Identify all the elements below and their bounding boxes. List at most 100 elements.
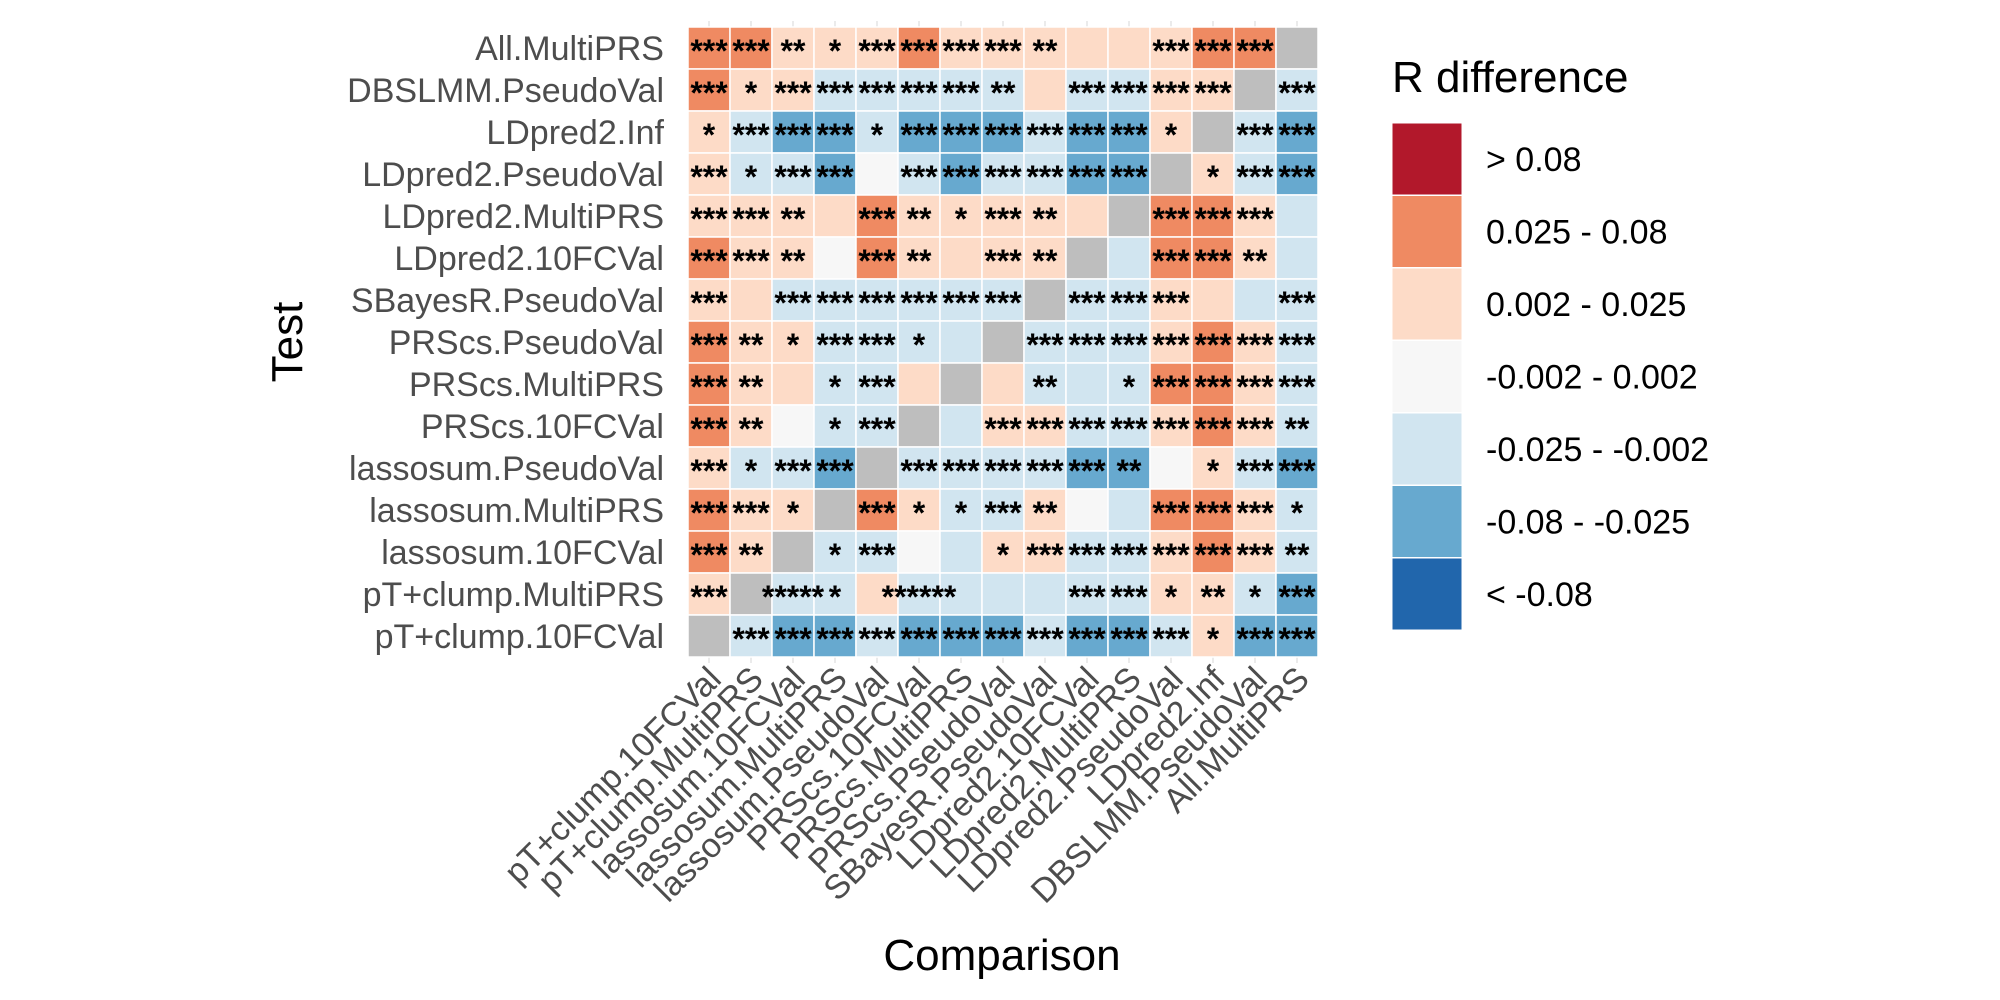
significance-label: ** — [1033, 369, 1058, 405]
heatmap-cell — [1149, 26, 1193, 70]
significance-label: *** — [732, 495, 770, 531]
significance-label: *** — [858, 33, 896, 69]
significance-label: *** — [816, 327, 854, 363]
y-tick-label: lassosum.10FCVal — [381, 534, 664, 572]
heatmap-cell — [855, 530, 899, 574]
significance-label: *** — [1068, 537, 1106, 573]
legend-label: < -0.08 — [1486, 576, 1593, 614]
significance-label: *** — [984, 453, 1022, 489]
heatmap-cell — [897, 572, 941, 616]
significance-label: ****** — [882, 579, 957, 615]
heatmap-cell — [981, 446, 1025, 490]
significance-label: *** — [816, 75, 854, 111]
significance-label: *** — [1194, 411, 1232, 447]
heatmap-cell — [1023, 488, 1067, 532]
significance-label: * — [787, 327, 800, 363]
significance-label: *** — [942, 33, 980, 69]
significance-label: *** — [984, 621, 1022, 657]
significance-label: *** — [1152, 537, 1190, 573]
significance-label: *** — [1236, 201, 1274, 237]
significance-label: *** — [1194, 33, 1232, 69]
legend-key — [1391, 195, 1463, 268]
y-tick-label: LDpred2.10FCVal — [394, 240, 664, 278]
significance-label: *** — [1110, 117, 1148, 153]
heatmap-cell — [1107, 614, 1151, 658]
legend-key — [1391, 557, 1463, 631]
significance-label: *** — [1278, 117, 1316, 153]
heatmap-cell — [897, 194, 941, 238]
significance-label: *** — [1026, 159, 1064, 195]
significance-label: ** — [907, 201, 932, 237]
significance-label: *** — [1152, 285, 1190, 321]
significance-label: *** — [858, 537, 896, 573]
significance-label: *** — [1110, 411, 1148, 447]
heatmap-cell — [855, 446, 899, 490]
heatmap-cell — [1023, 572, 1067, 616]
heatmap-cell — [771, 362, 815, 406]
heatmap-cell — [1065, 530, 1109, 574]
significance-label: *** — [900, 33, 938, 69]
significance-label: *** — [1110, 579, 1148, 615]
significance-label: *** — [1278, 621, 1316, 657]
significance-label: *** — [1026, 117, 1064, 153]
heatmap-cell — [1233, 614, 1277, 658]
significance-label: *** — [1278, 159, 1316, 195]
significance-label: *** — [1068, 579, 1106, 615]
heatmap-cell — [855, 152, 899, 196]
y-tick-label: PRScs.10FCVal — [421, 408, 664, 446]
y-tick-label: pT+clump.MultiPRS — [363, 576, 664, 614]
significance-label: * — [829, 537, 842, 573]
heatmap-cell — [1233, 488, 1277, 532]
significance-label: *** — [690, 327, 728, 363]
heatmap-cell — [1023, 68, 1067, 112]
heatmap-cell — [1023, 152, 1067, 196]
heatmap-cell — [813, 26, 857, 70]
heatmap-cell — [813, 488, 857, 532]
significance-label: *** — [1068, 285, 1106, 321]
heatmap-cell — [687, 488, 731, 532]
heatmap-cell — [1191, 110, 1235, 154]
significance-label: ** — [1243, 243, 1268, 279]
heatmap-cell — [1107, 362, 1151, 406]
heatmap-cell — [1191, 68, 1235, 112]
significance-label: *** — [690, 75, 728, 111]
heatmap-cell — [897, 446, 941, 490]
significance-label: *** — [858, 369, 896, 405]
significance-label: *** — [774, 285, 812, 321]
significance-label: *** — [690, 411, 728, 447]
heatmap-cell — [1023, 278, 1067, 322]
significance-label: ** — [1201, 579, 1226, 615]
significance-label: *** — [1236, 537, 1274, 573]
heatmap-cell — [1149, 194, 1193, 238]
significance-label: *** — [984, 243, 1022, 279]
significance-label: *** — [1026, 537, 1064, 573]
significance-label: * — [955, 495, 968, 531]
heatmap-cell — [1275, 152, 1319, 196]
y-tick-label: All.MultiPRS — [475, 30, 664, 68]
heatmap-cell — [1191, 404, 1235, 448]
significance-label: *** — [732, 621, 770, 657]
heatmap-cell — [771, 404, 815, 448]
significance-label: *** — [1236, 369, 1274, 405]
significance-label: *** — [774, 117, 812, 153]
significance-label: *** — [816, 159, 854, 195]
heatmap-cell — [771, 26, 815, 70]
heatmap-cell — [813, 404, 857, 448]
significance-label: *** — [984, 117, 1022, 153]
significance-label: * — [745, 75, 758, 111]
significance-label: *** — [1236, 159, 1274, 195]
significance-label: * — [829, 33, 842, 69]
significance-label: *** — [1110, 285, 1148, 321]
significance-label: ** — [739, 369, 764, 405]
significance-label: * — [997, 537, 1010, 573]
significance-label: *** — [984, 201, 1022, 237]
heatmap-cell — [981, 152, 1025, 196]
heatmap-cell — [1107, 152, 1151, 196]
heatmap-cell — [981, 236, 1025, 280]
heatmap-cell — [813, 236, 857, 280]
significance-label: *** — [690, 537, 728, 573]
y-tick-label: SBayesR.PseudoVal — [351, 282, 664, 320]
heatmap-cell — [1191, 278, 1235, 322]
significance-label: ** — [781, 33, 806, 69]
significance-label: *** — [858, 495, 896, 531]
